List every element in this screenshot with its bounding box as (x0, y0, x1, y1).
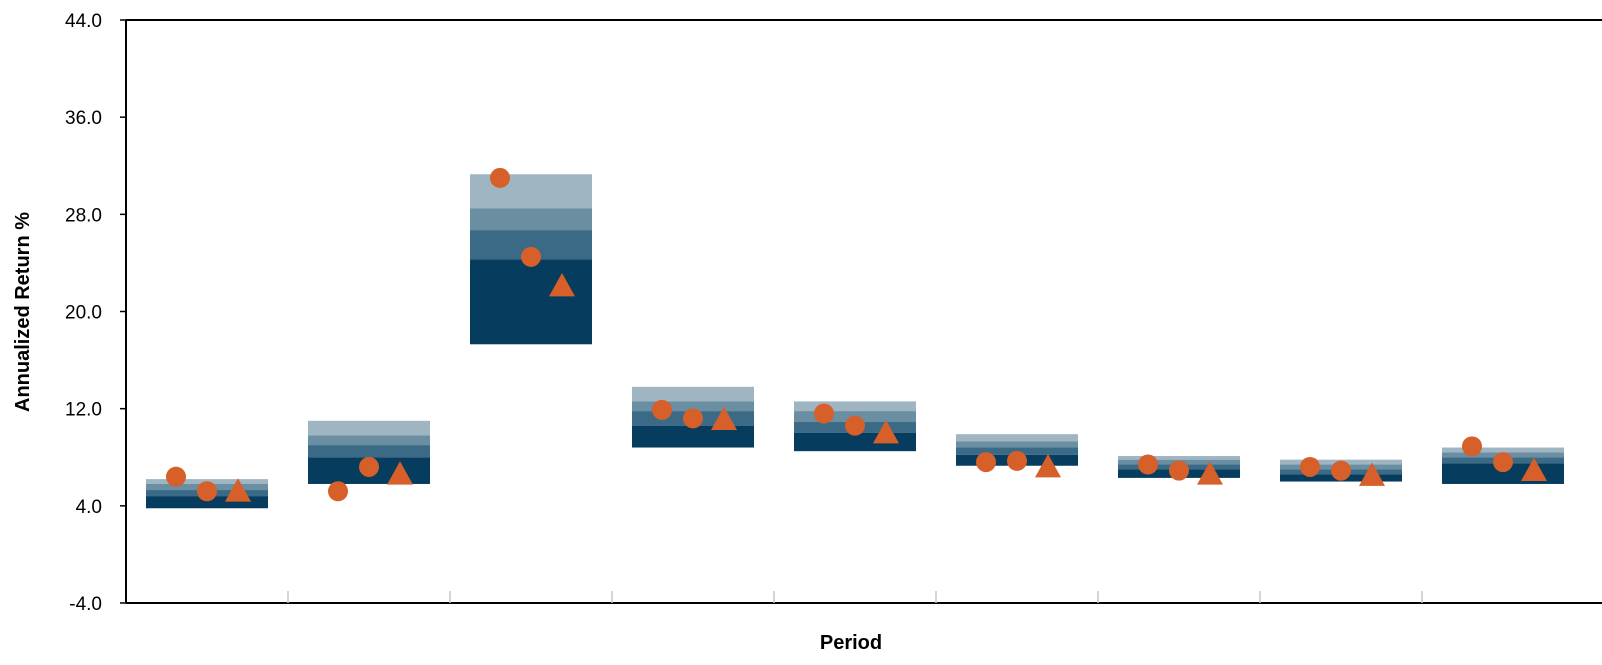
percentile-bar (308, 420, 430, 484)
triangle-marker (873, 419, 899, 444)
circle-marker (1300, 456, 1320, 477)
circle-marker (1331, 460, 1351, 481)
band-50-75 (470, 208, 592, 231)
triangle-marker (1359, 462, 1385, 486)
band-25-50 (308, 445, 430, 458)
y-tick-label: 20.0 (65, 303, 102, 324)
y-tick-labels: 44.0 36.0 28.0 20.0 12.0 4.0 -4.0 (65, 11, 126, 615)
band-50-75 (956, 441, 1078, 448)
circle-marker (683, 408, 703, 429)
y-tick-label: 44.0 (65, 11, 102, 32)
triangle-marker (549, 272, 575, 297)
circle-marker (1169, 460, 1189, 481)
band-75-95 (308, 420, 430, 436)
series-markers (166, 167, 1547, 502)
band-50-75 (308, 435, 430, 446)
circle-marker (845, 415, 865, 436)
circle-marker (652, 399, 672, 420)
triangle-marker (225, 478, 251, 502)
x-axis-title: Period (820, 632, 882, 654)
percentile-bar (470, 174, 592, 345)
y-tick-label: 4.0 (76, 497, 102, 518)
circle-marker (328, 481, 348, 502)
circle-marker (166, 466, 186, 487)
circle-marker (976, 452, 996, 473)
y-tick-label: -4.0 (69, 594, 102, 615)
band-75-95 (794, 401, 916, 412)
circle-marker (814, 403, 834, 424)
circle-marker (359, 456, 379, 477)
triangle-marker (1035, 453, 1061, 478)
band-75-95 (1442, 447, 1564, 453)
triangle-marker (711, 406, 737, 430)
circle-marker (490, 167, 510, 188)
percentile-bands (146, 174, 1564, 509)
triangle-marker (1521, 457, 1547, 482)
band-75-95 (956, 434, 1078, 442)
circle-marker (1138, 454, 1158, 475)
band-75-95 (632, 386, 754, 402)
band-05-25 (632, 425, 754, 448)
x-tick-marks (287, 591, 1423, 603)
circle-marker (197, 481, 217, 502)
circle-marker (1493, 452, 1513, 473)
band-75-95 (1118, 456, 1240, 460)
band-75-95 (470, 174, 592, 209)
y-tick-label: 28.0 (65, 205, 102, 226)
y-tick-label: 12.0 (65, 400, 102, 421)
y-axis-title: Annualized Return % (12, 212, 34, 412)
triangle-marker (1197, 461, 1223, 485)
triangle-marker (387, 461, 413, 485)
circle-marker (1462, 436, 1482, 457)
circle-marker (1007, 450, 1027, 471)
band-05-25 (470, 259, 592, 345)
circle-marker (521, 246, 541, 267)
y-tick-label: 36.0 (65, 108, 102, 129)
axes (125, 19, 1602, 604)
band-50-75 (632, 401, 754, 412)
